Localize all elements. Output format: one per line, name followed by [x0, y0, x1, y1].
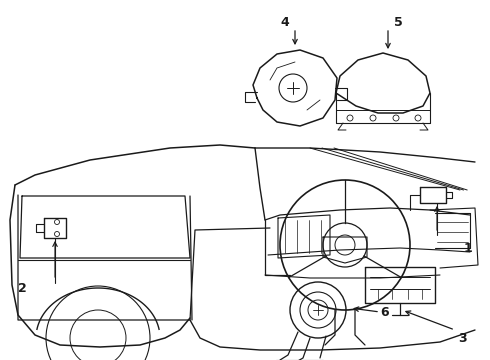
Text: 5: 5 [393, 15, 402, 28]
Text: 2: 2 [18, 282, 26, 294]
Text: 1: 1 [464, 242, 472, 255]
Text: 4: 4 [281, 15, 290, 28]
Text: 3: 3 [458, 332, 466, 345]
Text: 6: 6 [381, 306, 390, 319]
